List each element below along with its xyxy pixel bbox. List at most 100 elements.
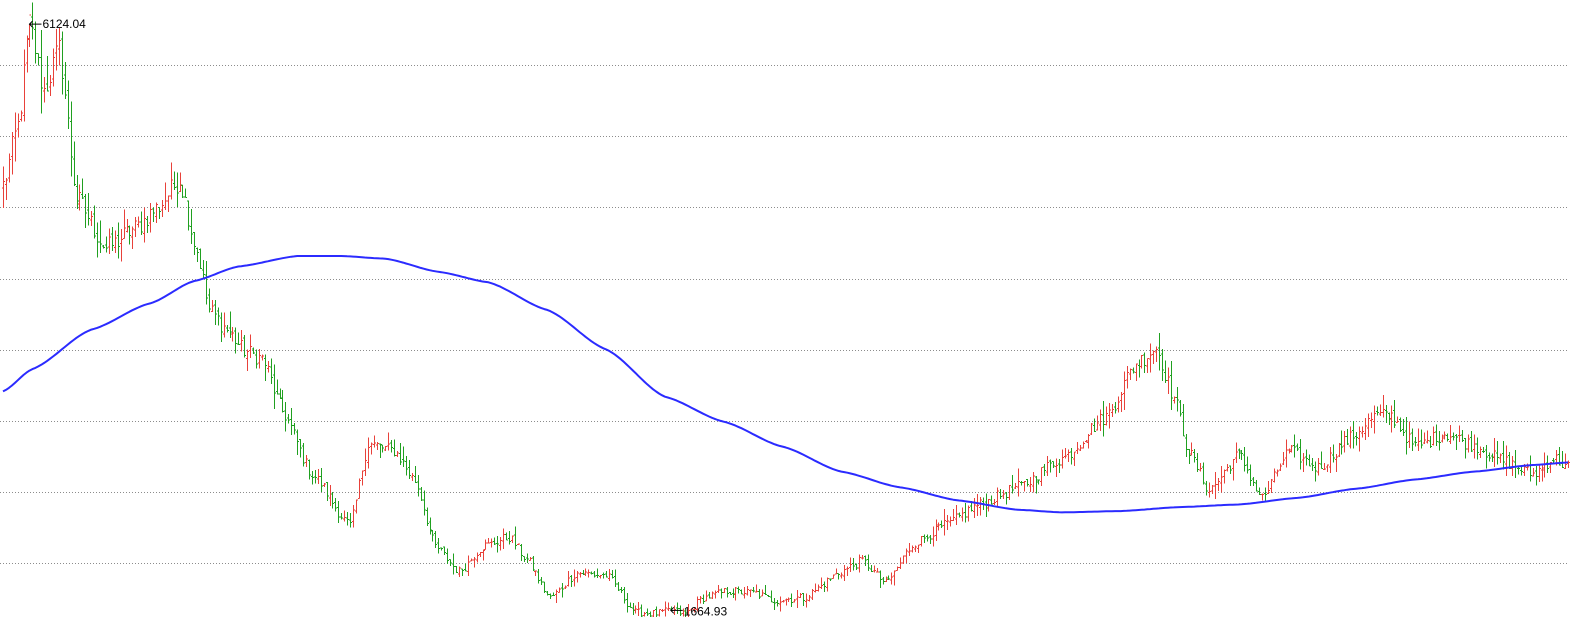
ohlc-bar	[534, 570, 537, 577]
ohlc-bar	[1423, 432, 1426, 445]
ohlc-bar	[752, 587, 755, 593]
ohlc-bar	[796, 590, 799, 609]
ohlc-bar	[208, 288, 211, 313]
ohlc-bar	[1046, 456, 1049, 476]
ohlc-bar	[1267, 481, 1270, 494]
ohlc-bar	[1420, 429, 1423, 449]
ohlc-bar	[1020, 481, 1023, 486]
ohlc-bar	[873, 565, 876, 573]
ohlc-bar	[520, 543, 523, 561]
ohlc-bar	[1532, 467, 1535, 477]
ohlc-bar	[655, 606, 658, 617]
ohlc-bar	[184, 188, 187, 198]
ohlc-bar	[11, 131, 14, 175]
ohlc-bar	[449, 559, 452, 567]
ohlc-bar	[1188, 448, 1191, 464]
ohlc-bar	[1408, 421, 1411, 449]
ohlc-bar	[1455, 433, 1458, 451]
ohlc-bar	[40, 29, 43, 114]
ohlc-bar	[1023, 480, 1026, 492]
ohlc-bar	[1261, 493, 1264, 501]
ohlc-bar	[1058, 459, 1061, 474]
ohlc-bar	[908, 543, 911, 557]
ohlc-bar	[896, 566, 899, 571]
ohlc-bar	[1273, 468, 1276, 483]
ohlc-bar	[20, 110, 23, 122]
ohlc-bar	[1311, 457, 1314, 472]
ohlc-bar	[199, 248, 202, 270]
ohlc-bar	[1199, 462, 1202, 472]
ohlc-bar	[1011, 474, 1014, 494]
ohlc-bar	[1376, 406, 1379, 416]
ohlc-bar	[117, 222, 120, 259]
ohlc-bar	[34, 21, 37, 64]
ohlc-bar	[761, 589, 764, 597]
ohlc-bar	[646, 608, 649, 617]
ohlc-bar	[137, 216, 140, 228]
ohlc-bar	[1055, 458, 1058, 478]
ohlc-bar	[505, 532, 508, 541]
ohlc-bar	[223, 312, 226, 338]
ohlc-bar	[458, 566, 461, 578]
ohlc-bar	[367, 437, 370, 469]
ohlc-bar	[640, 604, 643, 617]
ohlc-bar	[31, 2, 34, 40]
ohlc-bar	[1393, 399, 1396, 429]
ohlc-bar	[87, 193, 90, 226]
low-annotation: 1664.93	[670, 604, 727, 617]
ohlc-bar	[308, 459, 311, 480]
ohlc-bar	[623, 587, 626, 604]
ohlc-bar	[776, 600, 779, 607]
ohlc-bar	[1258, 487, 1261, 495]
ohlc-bar	[384, 445, 387, 452]
ohlc-bar	[523, 556, 526, 562]
ohlc-bar	[637, 602, 640, 617]
ohlc-bar	[81, 178, 84, 199]
ohlc-bar	[408, 459, 411, 480]
ohlc-bar	[643, 612, 646, 617]
ohlc-bar	[446, 548, 449, 564]
ohlc-bar	[820, 577, 823, 589]
ohlc-bar	[111, 227, 114, 251]
ohlc-bar	[1417, 428, 1420, 451]
ohlc-bar	[8, 153, 11, 183]
ohlc-bar	[1285, 439, 1288, 468]
ohlc-bar	[1302, 453, 1305, 473]
ohlc-bar	[452, 553, 455, 575]
ohlc-bar	[1379, 404, 1382, 417]
ohlc-bar	[699, 596, 702, 604]
ohlc-bar	[146, 216, 149, 233]
ohlc-bar	[1040, 466, 1043, 487]
ohlc-bar	[532, 556, 535, 572]
ohlc-bar	[1143, 352, 1146, 373]
ohlc-bar	[720, 588, 723, 599]
ohlc-bar	[323, 482, 326, 488]
ohlc-bar	[1385, 405, 1388, 423]
ohlc-bar	[599, 574, 602, 579]
ohlc-bar	[78, 184, 81, 211]
ohlc-bar	[431, 529, 434, 542]
ohlc-bar	[243, 334, 246, 358]
ohlc-bar	[893, 570, 896, 586]
ohlc-bar	[1220, 465, 1223, 493]
ohlc-bar	[814, 583, 817, 593]
ohlc-bar	[1446, 433, 1449, 442]
ohlc-bar	[561, 582, 564, 598]
ohlc-bar	[1358, 426, 1361, 452]
ohlc-bar	[46, 56, 49, 92]
ohlc-bar	[935, 519, 938, 541]
ohlc-bar	[334, 498, 337, 512]
ohlc-bar	[1479, 446, 1482, 458]
ohlc-bar	[1541, 464, 1544, 482]
ohlc-bar	[49, 74, 52, 97]
ohlc-bar	[179, 172, 182, 193]
ohlc-bar	[1196, 452, 1199, 472]
ohlc-bar	[1402, 418, 1405, 437]
ohlc-bar	[737, 586, 740, 594]
ohlc-bar	[99, 220, 102, 253]
ohlc-bar	[176, 172, 179, 208]
ohlc-bar	[284, 402, 287, 432]
ohlc-bar	[1108, 403, 1111, 429]
ohlc-bar	[217, 307, 220, 326]
